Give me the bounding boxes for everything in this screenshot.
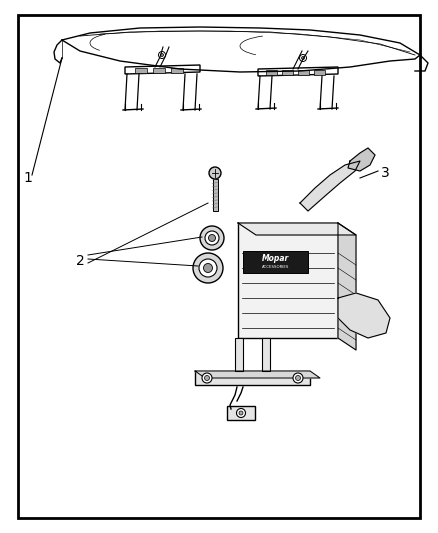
Text: ACCESSORIES: ACCESSORIES	[262, 265, 289, 270]
Circle shape	[209, 167, 221, 179]
Polygon shape	[258, 67, 338, 76]
Bar	[212, 179, 218, 211]
Circle shape	[237, 408, 246, 417]
Circle shape	[199, 259, 217, 277]
Bar	[195, 371, 310, 385]
Circle shape	[202, 373, 212, 383]
Circle shape	[205, 231, 219, 245]
Circle shape	[301, 56, 304, 60]
Circle shape	[208, 235, 215, 241]
Circle shape	[159, 52, 166, 59]
Bar	[314, 70, 325, 75]
Circle shape	[293, 373, 303, 383]
Text: 1: 1	[24, 171, 32, 185]
Circle shape	[160, 53, 163, 56]
Polygon shape	[338, 293, 390, 338]
Text: 2: 2	[76, 254, 85, 268]
Circle shape	[204, 263, 212, 272]
Bar	[171, 68, 183, 73]
Polygon shape	[238, 223, 356, 235]
Circle shape	[200, 226, 224, 250]
Bar	[266, 70, 277, 75]
Bar	[238, 223, 338, 338]
Circle shape	[239, 411, 243, 415]
Bar	[243, 251, 308, 273]
Circle shape	[300, 54, 307, 61]
Polygon shape	[195, 371, 320, 378]
Polygon shape	[125, 65, 200, 74]
Bar	[282, 70, 293, 75]
Bar	[135, 68, 147, 73]
Bar	[298, 70, 309, 75]
Text: Mopar: Mopar	[262, 254, 289, 263]
Bar	[153, 68, 165, 73]
Circle shape	[193, 253, 223, 283]
Polygon shape	[338, 223, 356, 350]
Bar	[262, 338, 270, 371]
Bar	[235, 338, 243, 371]
Circle shape	[205, 376, 209, 381]
Circle shape	[296, 376, 300, 381]
Polygon shape	[348, 148, 375, 171]
Text: 3: 3	[381, 166, 389, 180]
Polygon shape	[300, 161, 360, 211]
Bar	[227, 406, 255, 420]
